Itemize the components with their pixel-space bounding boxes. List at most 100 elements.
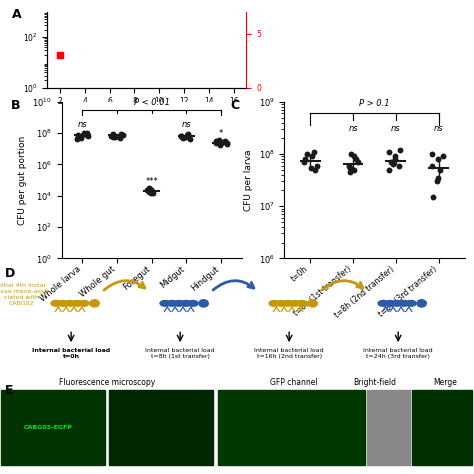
Point (118, 130, 125, 138)
Ellipse shape (385, 301, 395, 306)
Point (348, 150, 356, 158)
Point (311, 166, 319, 173)
Y-axis label: CFU per larva: CFU per larva (244, 149, 253, 211)
Ellipse shape (406, 301, 416, 306)
Point (184, 130, 191, 138)
Point (148, 187, 156, 195)
Point (77, 134, 85, 142)
Ellipse shape (276, 301, 286, 306)
Point (310, 148, 318, 155)
Point (74, 133, 82, 140)
Ellipse shape (58, 301, 68, 306)
Point (80, 130, 88, 138)
Point (80, 129, 87, 137)
Point (439, 153, 447, 160)
Point (107, 132, 115, 139)
Point (73, 135, 81, 142)
Ellipse shape (72, 301, 82, 306)
Point (177, 132, 184, 139)
Point (434, 174, 442, 182)
Text: ns: ns (348, 124, 358, 133)
Text: P < 0.01: P < 0.01 (134, 98, 170, 107)
Point (428, 162, 436, 169)
Text: ns: ns (434, 124, 444, 133)
Bar (218, 390, 365, 465)
Text: Initial 4th instar
larvae mono-asso-
ciated with
CABG02: Initial 4th instar larvae mono-asso- cia… (0, 283, 51, 306)
Ellipse shape (90, 300, 99, 307)
Text: ns: ns (391, 124, 401, 133)
Text: ***: *** (146, 176, 158, 185)
Point (436, 166, 443, 173)
Point (221, 137, 228, 145)
Point (82, 130, 89, 138)
Point (147, 189, 155, 196)
Ellipse shape (65, 301, 75, 306)
Text: D: D (5, 267, 15, 280)
Point (223, 140, 230, 148)
Point (217, 141, 224, 149)
Point (392, 155, 399, 163)
Point (83, 129, 91, 137)
Point (346, 168, 354, 176)
Point (428, 150, 436, 158)
Y-axis label: CFU per gut portion: CFU per gut portion (18, 136, 27, 225)
Point (109, 133, 117, 140)
Point (391, 153, 399, 160)
Ellipse shape (308, 300, 317, 307)
Point (119, 131, 127, 138)
Ellipse shape (290, 301, 300, 306)
Point (147, 186, 155, 193)
Text: C: C (230, 99, 239, 112)
Point (146, 188, 153, 196)
Point (355, 158, 362, 166)
Point (353, 155, 360, 163)
Text: ns: ns (78, 120, 87, 129)
Point (396, 146, 403, 154)
Point (111, 134, 118, 141)
Point (182, 133, 190, 140)
Text: Internal bacterial load
t=8h (1st transfer): Internal bacterial load t=8h (1st transf… (146, 348, 215, 359)
Point (74, 131, 82, 138)
Text: *: * (219, 129, 223, 138)
Ellipse shape (417, 300, 426, 307)
Ellipse shape (297, 301, 307, 306)
Bar (109, 390, 213, 465)
Text: P > 0.1: P > 0.1 (359, 99, 390, 108)
Text: CABG02-EGFP: CABG02-EGFP (24, 425, 73, 430)
Ellipse shape (378, 301, 388, 306)
Point (109, 130, 117, 138)
Point (116, 134, 123, 142)
Ellipse shape (51, 301, 61, 306)
Text: Internal bacterial load
t=24h (3rd transfer): Internal bacterial load t=24h (3rd trans… (364, 348, 433, 359)
Point (307, 164, 315, 172)
Ellipse shape (399, 301, 409, 306)
Point (300, 158, 308, 166)
Point (429, 193, 437, 201)
Point (212, 140, 220, 147)
Point (149, 189, 157, 197)
Point (109, 131, 117, 139)
Text: Internal bacterial load
t=16h (2nd transfer): Internal bacterial load t=16h (2nd trans… (255, 348, 324, 359)
Point (385, 148, 393, 155)
Point (309, 153, 316, 160)
Point (389, 160, 396, 168)
Text: Merge: Merge (434, 378, 457, 387)
Point (56, 51, 64, 59)
Point (223, 139, 230, 146)
Text: B: B (11, 99, 21, 112)
Point (345, 162, 353, 169)
Point (186, 136, 194, 143)
X-axis label: Days post-inoculation: Days post-inoculation (101, 112, 192, 121)
Point (215, 137, 222, 144)
Point (84, 132, 92, 139)
Text: Fluorescence microscopy: Fluorescence microscopy (58, 378, 155, 387)
Ellipse shape (199, 300, 208, 307)
Point (387, 158, 395, 166)
Bar (412, 390, 472, 465)
Point (177, 132, 185, 140)
Point (346, 164, 354, 172)
Ellipse shape (160, 301, 170, 306)
Point (146, 185, 154, 192)
Point (178, 134, 186, 141)
Text: GFP channel: GFP channel (270, 378, 318, 387)
